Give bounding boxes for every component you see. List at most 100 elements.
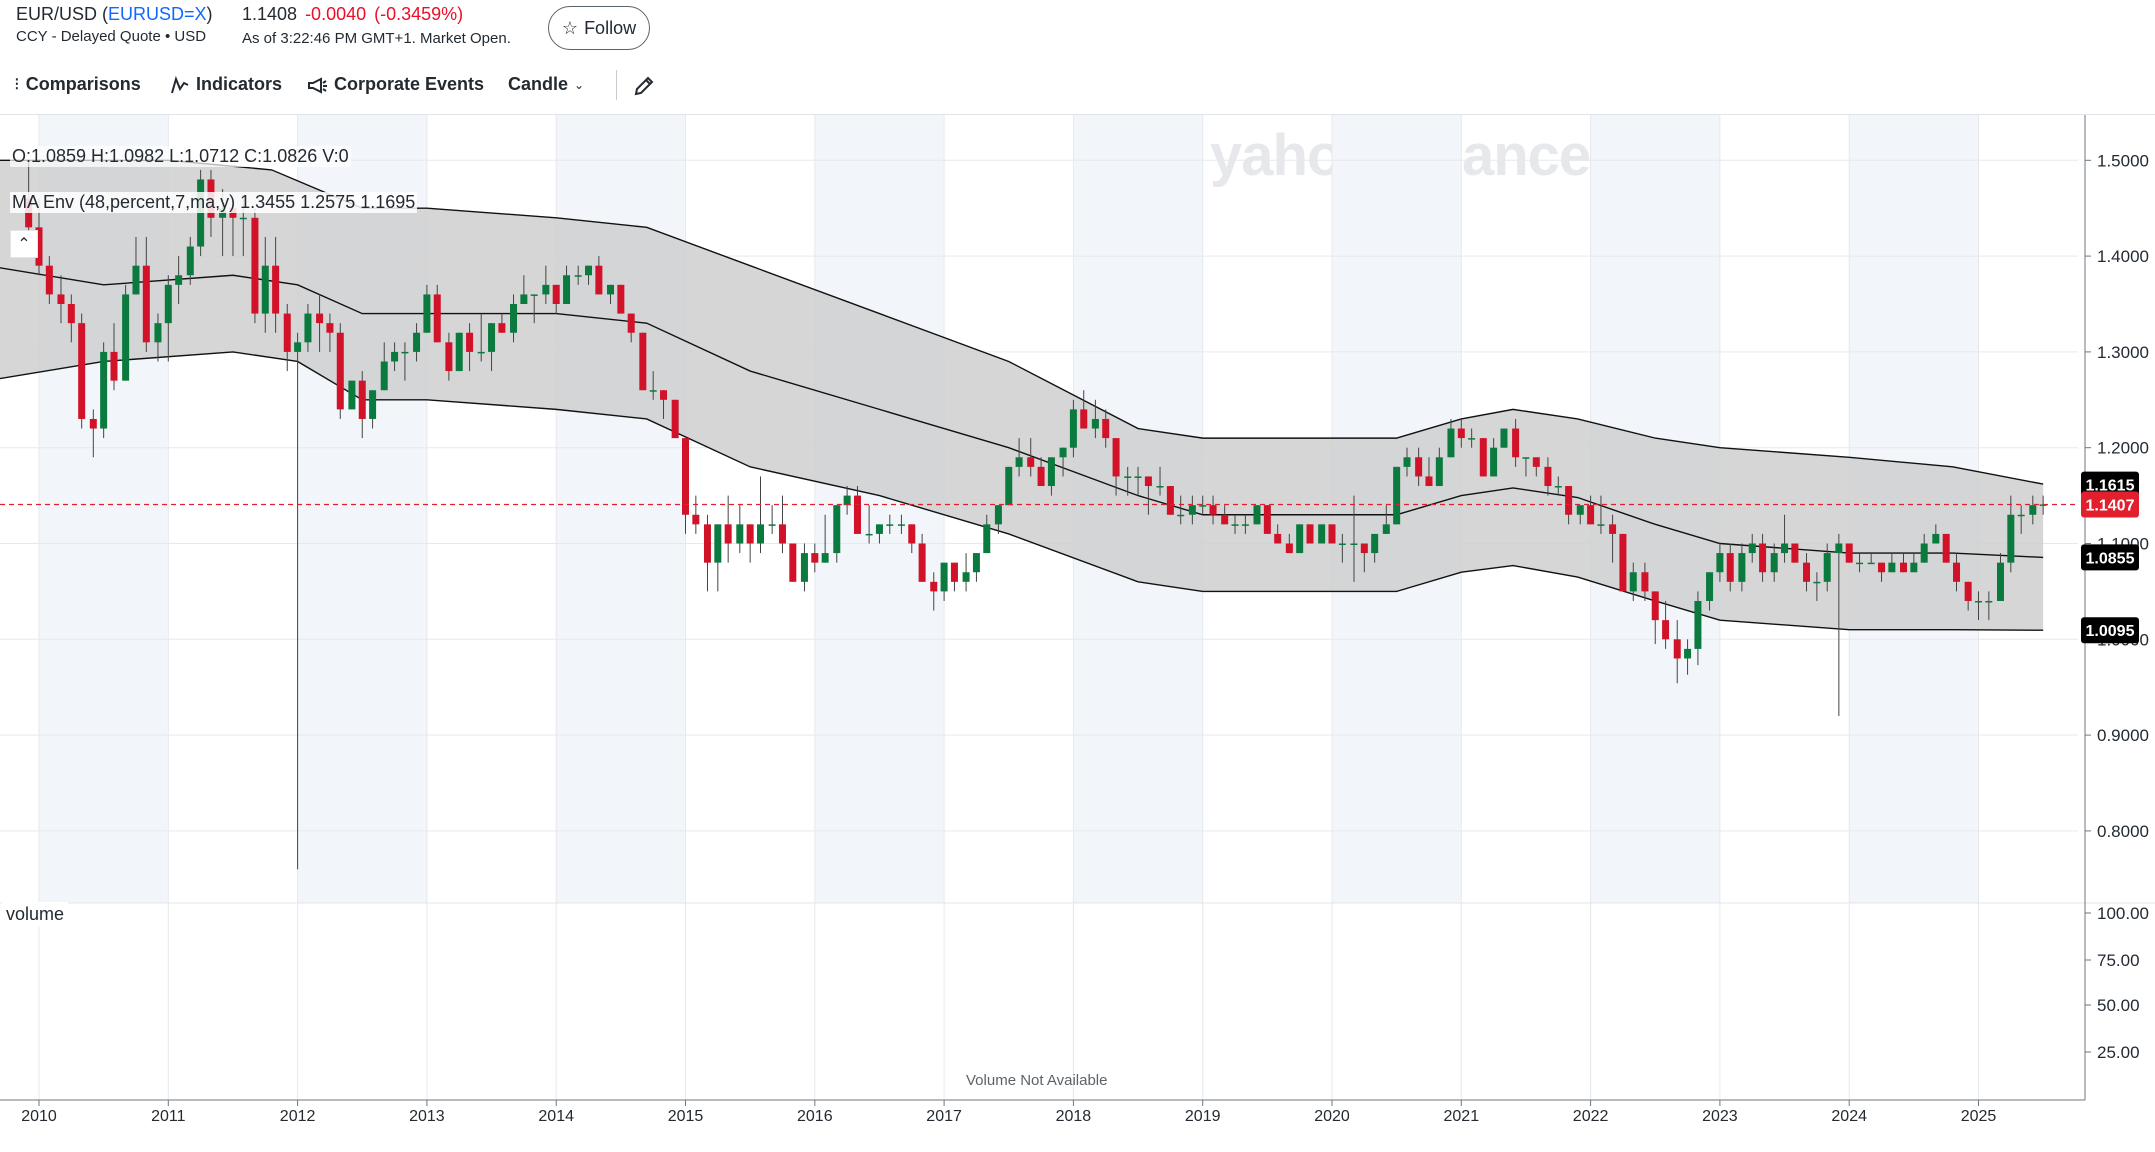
chevron-down-icon: ⌄ [574, 77, 585, 92]
candle-body [326, 323, 334, 333]
candle-body [380, 361, 388, 391]
candle-body [1662, 620, 1670, 640]
price-block: 1.1408 -0.0040 (-0.3459%) [242, 4, 463, 25]
candle-body [789, 543, 797, 582]
candle-body [520, 294, 528, 304]
candle-body [1102, 418, 1110, 439]
candle-body [1382, 524, 1390, 534]
x-tick-label: 2010 [21, 1108, 57, 1125]
candle-body [413, 332, 421, 352]
candle-body [336, 332, 344, 410]
ma-envelope-legend[interactable]: MA Env (48,percent,7,ma,y) 1.3455 1.2575… [10, 192, 418, 213]
candle-body [1027, 457, 1035, 467]
candle-body [57, 294, 65, 304]
candle-body [1781, 543, 1789, 554]
candle-body [1112, 438, 1120, 477]
candle-body [1490, 447, 1498, 477]
x-tick-label: 2022 [1573, 1108, 1609, 1125]
candle-body [617, 284, 625, 314]
toolbar-divider [616, 70, 617, 100]
symbol-prefix: EUR/USD ( [16, 4, 109, 24]
candle-body [1651, 591, 1659, 621]
candle-body [1629, 572, 1637, 592]
candle-body [1845, 543, 1853, 563]
chevron-up-icon: ⌃ [17, 236, 31, 253]
candle-body [1415, 457, 1423, 477]
chart-type-dropdown[interactable]: Candle ⌄ [508, 74, 584, 95]
candle-body [2017, 514, 2025, 517]
candle-body [1080, 409, 1088, 429]
candle-body [1296, 524, 1304, 554]
candle-body [972, 553, 980, 573]
candle-body [2039, 504, 2047, 506]
x-tick-label: 2025 [1961, 1108, 1997, 1125]
y-tick-label: 1.5000 [2097, 151, 2149, 170]
candle-body [563, 275, 571, 304]
candle-body [1318, 524, 1326, 544]
candle-body [1770, 553, 1778, 573]
comparisons-button[interactable]: ⁝ Comparisons [14, 74, 141, 95]
comparisons-label: Comparisons [25, 74, 141, 94]
vol-tick-label: 50.00 [2097, 996, 2140, 1015]
candle-body [423, 294, 431, 333]
candle-body [660, 390, 668, 400]
y-tick-label: 1.3000 [2097, 343, 2149, 362]
candle-body [692, 514, 700, 525]
candle-body [1565, 486, 1573, 515]
follow-button[interactable]: ☆ Follow [548, 6, 650, 50]
candle-body [1156, 486, 1164, 488]
candle-body [736, 524, 744, 544]
candle-body [756, 524, 764, 544]
candle-body [1328, 524, 1336, 544]
candle-body [714, 524, 722, 563]
price-chart[interactable]: 1.50001.40001.30001.20001.10001.00000.90… [0, 115, 2155, 1152]
megaphone-icon [308, 76, 327, 94]
collapse-legend-button[interactable]: ⌃ [10, 230, 38, 258]
candle-body [821, 553, 829, 563]
candle-body [1393, 466, 1401, 525]
candle-body [1856, 562, 1864, 565]
candle-body [1738, 553, 1746, 582]
candle-body [1953, 562, 1961, 582]
candle-body [186, 246, 194, 276]
symbol-title: EUR/USD (EURUSD=X) [16, 4, 213, 25]
candle-body [1716, 553, 1724, 573]
price-badge-label: 1.0095 [2086, 623, 2135, 640]
candle-body [1684, 648, 1692, 659]
ticker-link[interactable]: EURUSD=X [108, 4, 207, 24]
candle-body [1726, 553, 1734, 582]
candle-body [542, 284, 550, 295]
candle-body [1835, 543, 1843, 554]
candle-body [369, 390, 377, 419]
candle-body [2029, 505, 2037, 515]
candle-body [1920, 543, 1928, 563]
candle-body [1091, 418, 1099, 429]
candle-body [1587, 505, 1595, 525]
quote-header: EUR/USD (EURUSD=X) CCY - Delayed Quote •… [0, 0, 2155, 58]
candle-body [1047, 457, 1055, 487]
candle-body [2007, 514, 2015, 563]
candle-body [778, 524, 786, 544]
candle-body [433, 294, 441, 343]
candle-body [950, 562, 958, 582]
volume-not-available: Volume Not Available [966, 1072, 1108, 1089]
candle-body [1457, 428, 1465, 439]
candle-body [983, 524, 991, 554]
draw-button[interactable] [632, 74, 656, 98]
candle-body [1435, 457, 1443, 487]
candle-body [1641, 572, 1649, 592]
candle-body [865, 533, 873, 536]
candle-body [595, 265, 603, 295]
indicators-button[interactable]: Indicators [170, 74, 282, 95]
x-tick-label: 2012 [280, 1108, 316, 1125]
candle-body [1241, 524, 1249, 526]
candle-body [67, 304, 75, 324]
candle-body [875, 524, 883, 534]
candle-body [510, 304, 518, 333]
corporate-events-button[interactable]: Corporate Events [306, 74, 484, 95]
candle-body [100, 351, 108, 429]
candle-body [1221, 514, 1229, 525]
candle-body [1759, 543, 1767, 573]
candle-body [1059, 447, 1067, 458]
candle-body [1748, 543, 1756, 554]
